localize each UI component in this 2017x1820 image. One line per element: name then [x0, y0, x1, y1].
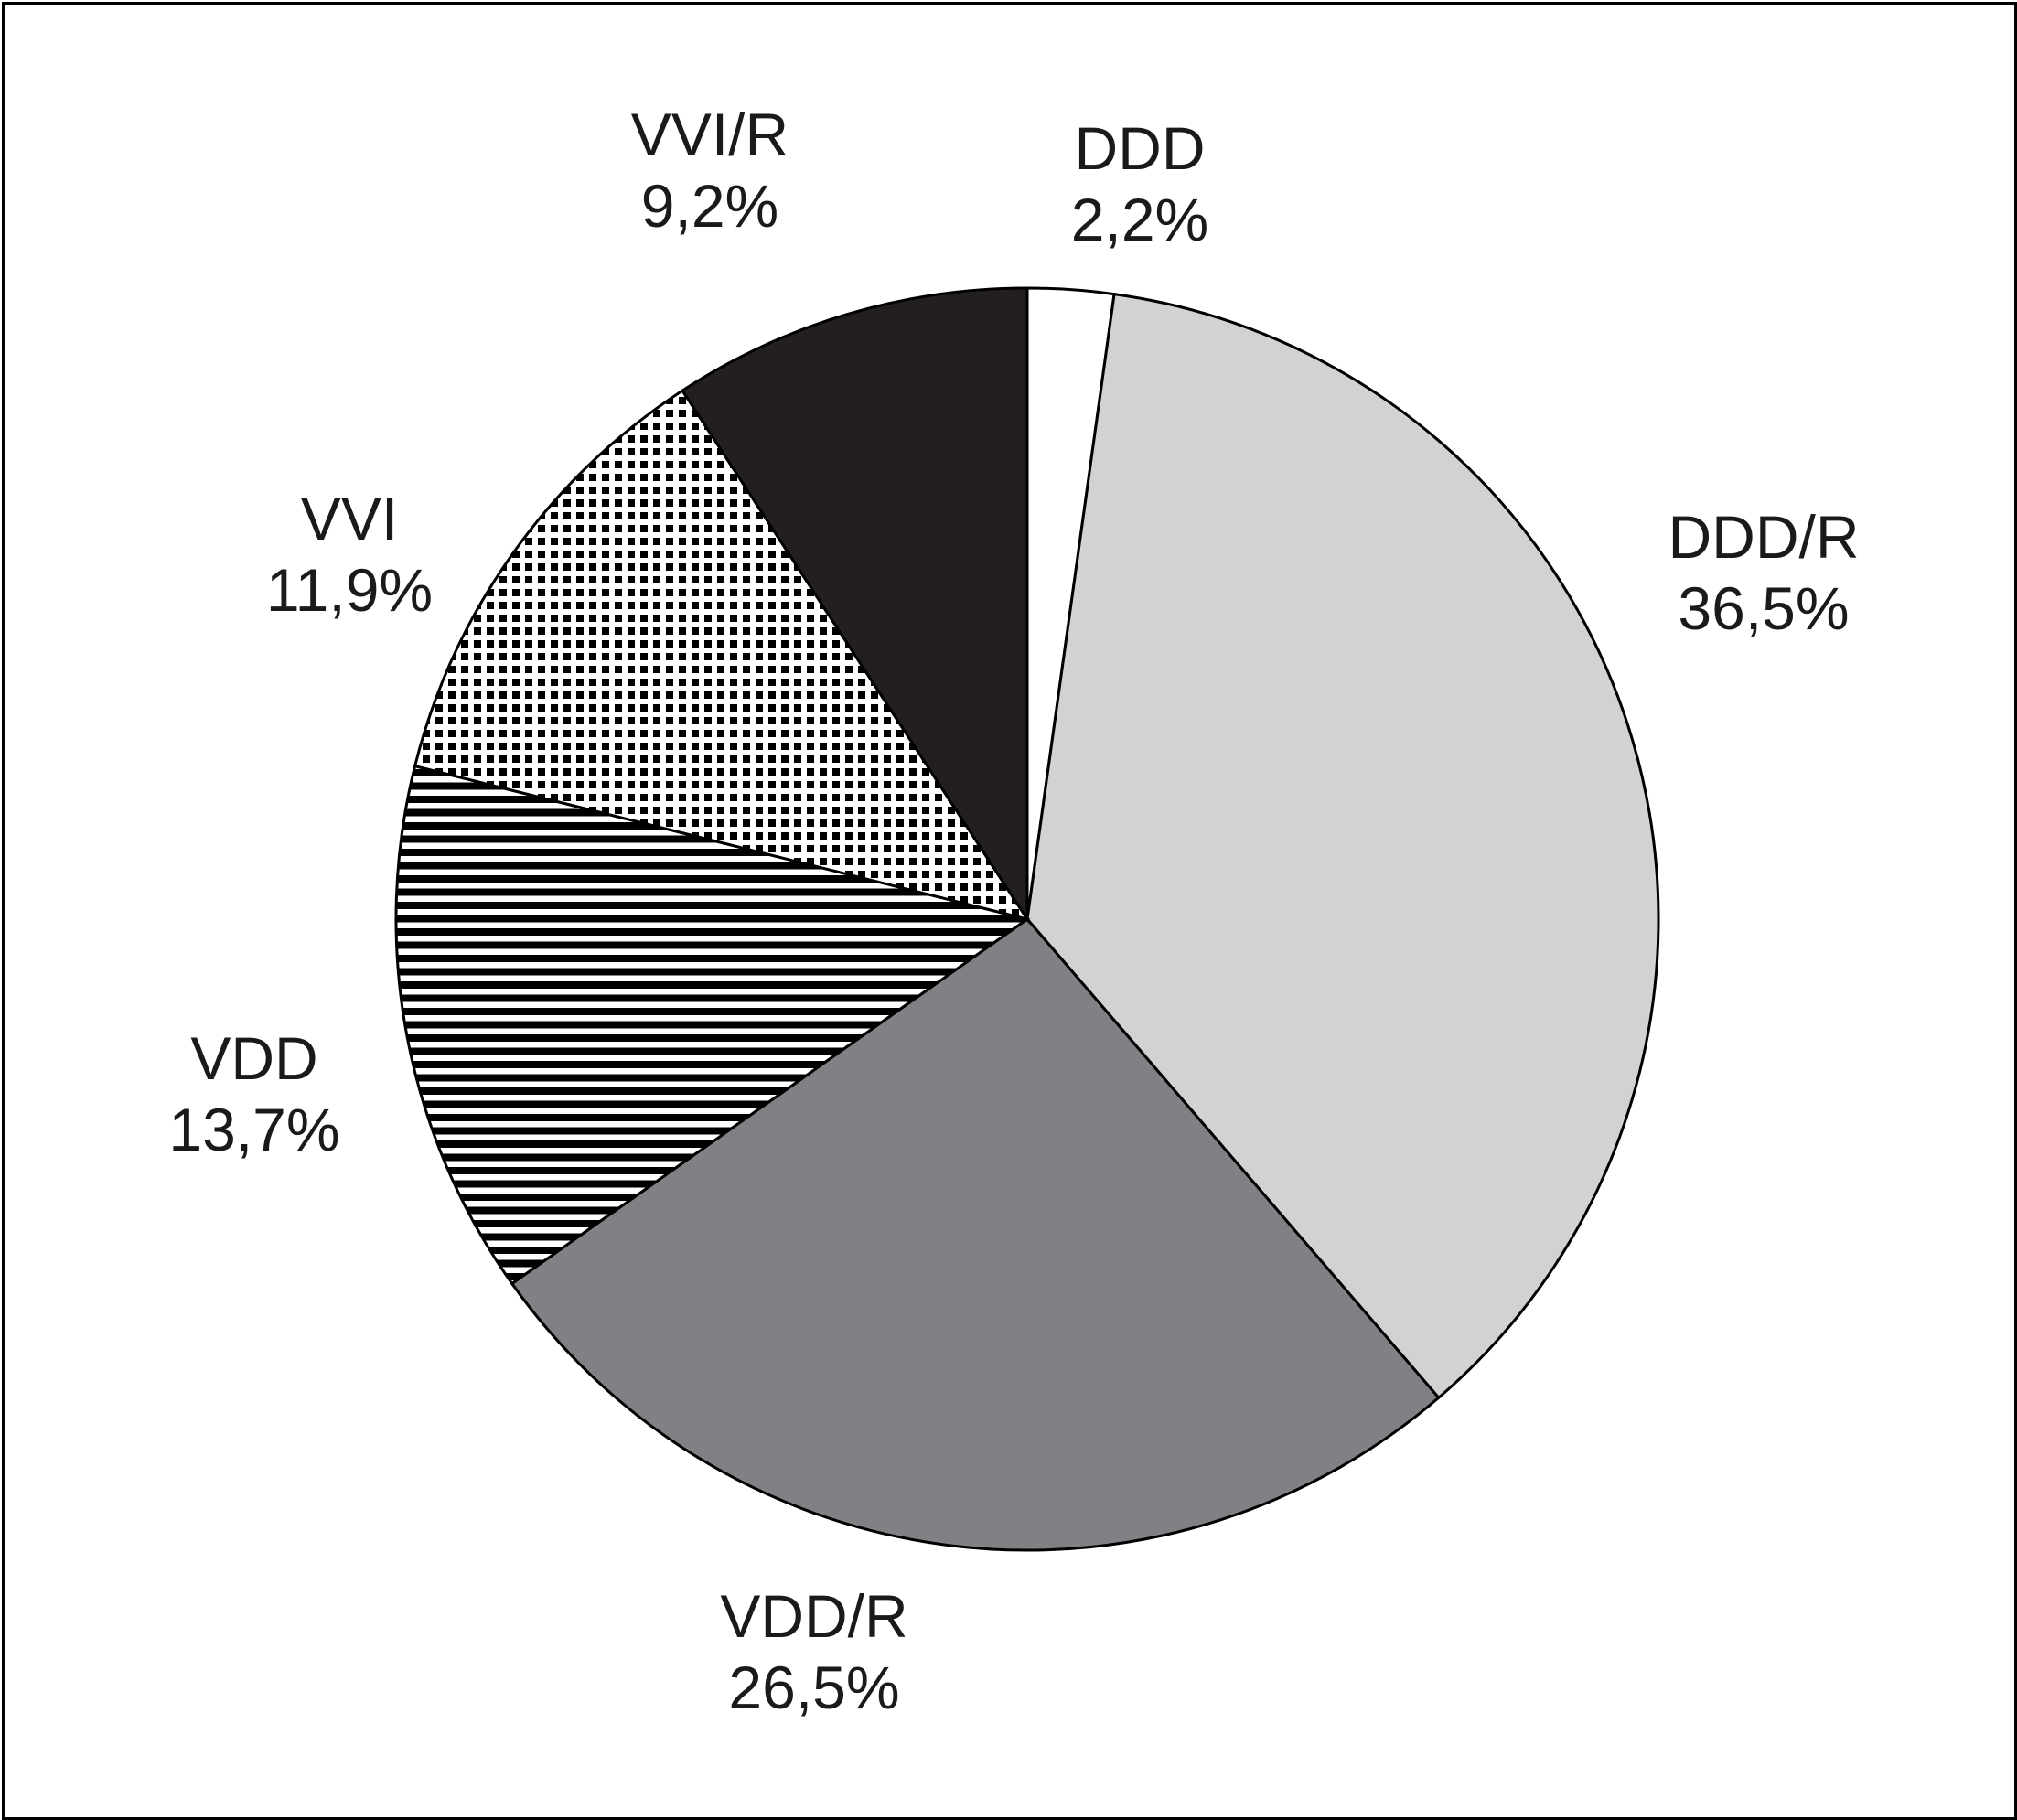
- slice-value: 13,7%: [168, 1096, 339, 1163]
- slice-name: VVI: [301, 485, 398, 552]
- slice-value: 9,2%: [641, 172, 778, 240]
- slice-label-ddd-r: DDD/R 36,5%: [1668, 503, 1860, 642]
- slice-value: 11,9%: [266, 556, 433, 624]
- slice-name: VVI/R: [631, 101, 789, 168]
- pie-slice-ddd-r: [1025, 292, 1660, 1400]
- pie-slice-vdd-r: [510, 916, 1441, 1552]
- slice-label-vvi: VVI 11,9%: [266, 485, 433, 624]
- pie-slice-vdd: [394, 764, 1031, 1286]
- slice-label-vdd-r: VDD/R 26,5%: [720, 1582, 907, 1721]
- pie-slice-vvi: [413, 389, 1031, 922]
- pie-labels: DDD 2,2% DDD/R 36,5% VDD/R 26,5% VDD 13,7% VVI 11…: [168, 101, 1859, 1721]
- slice-name: VDD: [190, 1024, 317, 1092]
- slice-name: DDD/R: [1668, 503, 1860, 571]
- pie-slices: [394, 286, 1660, 1552]
- pie-slice-vvi-r: [680, 286, 1029, 925]
- slice-name: VDD/R: [720, 1582, 907, 1650]
- slice-value: 2,2%: [1071, 186, 1208, 253]
- slice-label-vvi-r: VVI/R 9,2%: [631, 101, 789, 240]
- slice-value: 26,5%: [728, 1654, 899, 1721]
- slice-label-vdd: VDD 13,7%: [168, 1024, 339, 1163]
- slice-name: DDD: [1075, 114, 1206, 182]
- slice-value: 36,5%: [1678, 574, 1849, 642]
- slice-label-ddd: DDD 2,2%: [1071, 114, 1208, 253]
